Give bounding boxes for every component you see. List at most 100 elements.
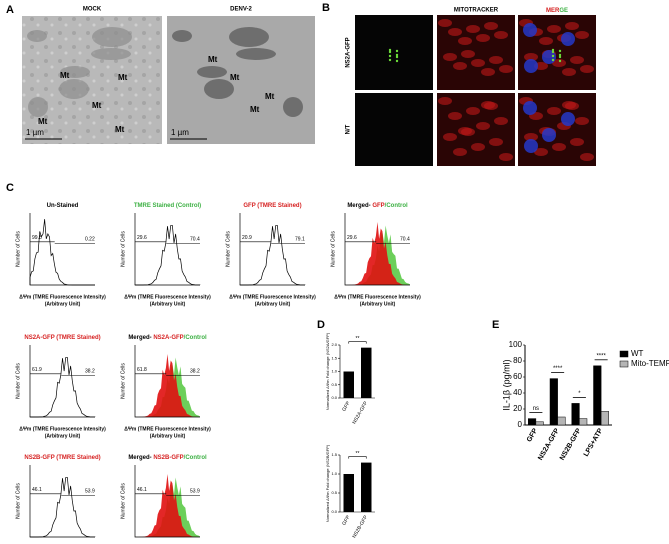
y-axis-label: Number of Cells <box>225 231 231 267</box>
stain <box>494 31 508 39</box>
x-axis-label: ΔΨm (TMRE Fluorescence Intensity) <box>229 294 316 300</box>
x-axis-label: (Arbitrary Unit) <box>45 433 81 439</box>
y-axis-label: Normalized ΔΨm Fold change (NS2A/GFP) <box>325 332 330 410</box>
gate-value: 46.1 <box>32 487 42 493</box>
stain <box>443 133 457 141</box>
gate-value: 61.9 <box>32 367 42 373</box>
plot-title: NS2A-GFP (TMRE Stained) <box>24 335 100 341</box>
mt-label: Mt <box>118 73 128 82</box>
stain <box>476 34 490 42</box>
stain <box>458 37 472 45</box>
plot-title-part: NS2A-GFP <box>153 335 183 341</box>
x-axis-label: ΔΨm (TMRE Fluorescence Intensity) <box>124 426 211 432</box>
y-axis-label: Number of Cells <box>15 483 21 519</box>
em-structure <box>283 97 303 117</box>
axes <box>134 345 200 418</box>
bar <box>343 371 354 398</box>
panel-label: D <box>317 319 325 331</box>
stain <box>580 153 594 161</box>
stain <box>499 65 513 73</box>
y-tick-label: 0.0 <box>331 509 337 514</box>
histogram-sample <box>345 222 410 285</box>
nucleus <box>523 23 537 37</box>
gate-value: 46.1 <box>137 487 147 493</box>
column-title: MITOTRACKER <box>454 8 499 14</box>
x-axis-label: ΔΨm (TMRE Fluorescence Intensity) <box>124 294 211 300</box>
significance: ** <box>356 336 360 342</box>
x-axis-label: (Arbitrary Unit) <box>150 301 186 307</box>
gfp <box>558 55 562 59</box>
mt-label: Mt <box>60 71 70 80</box>
stain <box>499 153 513 161</box>
y-axis-label: Normalized ΔΨm Fold change (NS2B/GFP) <box>325 444 330 522</box>
bar <box>361 462 372 512</box>
gate-value: 53.9 <box>85 489 95 495</box>
plot-title-part: Merged- <box>128 335 153 341</box>
y-tick-label: 60 <box>513 372 522 381</box>
stain <box>448 112 462 120</box>
mt-label: Mt <box>208 55 218 64</box>
bar <box>343 474 354 512</box>
y-tick-label: 0.5 <box>331 382 337 387</box>
plot-title: Merged- NS2A-GFP/Control <box>128 335 207 341</box>
gfp <box>551 54 555 58</box>
plot-title-part: Merged- <box>128 455 153 461</box>
plot-title-part: TMRE Stained (Control) <box>134 203 201 209</box>
stain <box>580 65 594 73</box>
em-structure <box>172 30 192 42</box>
gfp <box>388 58 392 62</box>
nucleus <box>561 32 575 46</box>
nucleus <box>523 101 537 115</box>
y-tick-label: 1.0 <box>331 471 337 476</box>
gfp <box>558 53 562 57</box>
row-label: N/T <box>346 124 352 134</box>
stain <box>575 31 589 39</box>
stain <box>443 53 457 61</box>
y-tick-label: 40 <box>513 388 522 397</box>
stain <box>489 56 503 64</box>
stain <box>481 68 495 76</box>
stain <box>453 148 467 156</box>
y-axis-label: Number of Cells <box>120 363 126 399</box>
gfp <box>395 49 399 53</box>
plot-title-part: GFP <box>372 203 384 209</box>
mt-label: Mt <box>115 125 125 134</box>
y-axis-label: Number of Cells <box>330 231 336 267</box>
stain <box>484 22 498 30</box>
legend-label: WT <box>631 349 644 358</box>
y-axis-label: IL-1β (pg/ml) <box>501 359 511 410</box>
nucleus <box>524 139 538 153</box>
bar <box>571 403 580 426</box>
stain <box>438 97 452 105</box>
y-axis-label: Number of Cells <box>15 363 21 399</box>
axes <box>29 345 95 418</box>
significance-bracket <box>348 456 367 459</box>
nucleus <box>524 59 538 73</box>
significance-bracket <box>348 341 367 344</box>
significance: ns <box>533 406 539 412</box>
gate-value: 61.8 <box>137 367 147 373</box>
scale-label: 1 µm <box>171 128 189 137</box>
gate-value: 29.6 <box>137 235 147 241</box>
em-structure <box>59 79 89 99</box>
y-tick-label: 20 <box>513 404 522 413</box>
gfp <box>551 50 555 54</box>
em-structure <box>91 48 131 60</box>
bar <box>579 418 588 426</box>
gate-value: 53.9 <box>190 489 200 495</box>
stain <box>438 19 452 27</box>
stain <box>448 28 462 36</box>
bar <box>593 365 602 426</box>
plot-title-part: /Control <box>184 335 207 341</box>
bar <box>549 378 558 426</box>
stain <box>524 53 538 61</box>
stain <box>461 50 475 58</box>
y-tick-label: 80 <box>513 356 522 365</box>
axes <box>29 213 95 286</box>
legend-swatch <box>619 360 629 368</box>
gate-value: 79.1 <box>295 237 305 243</box>
y-tick-label: 100 <box>509 340 523 349</box>
x-tick-label: NS2A-GFP <box>537 427 561 461</box>
plot-title: Un-Stained <box>47 203 79 209</box>
panel-label: E <box>492 319 499 331</box>
